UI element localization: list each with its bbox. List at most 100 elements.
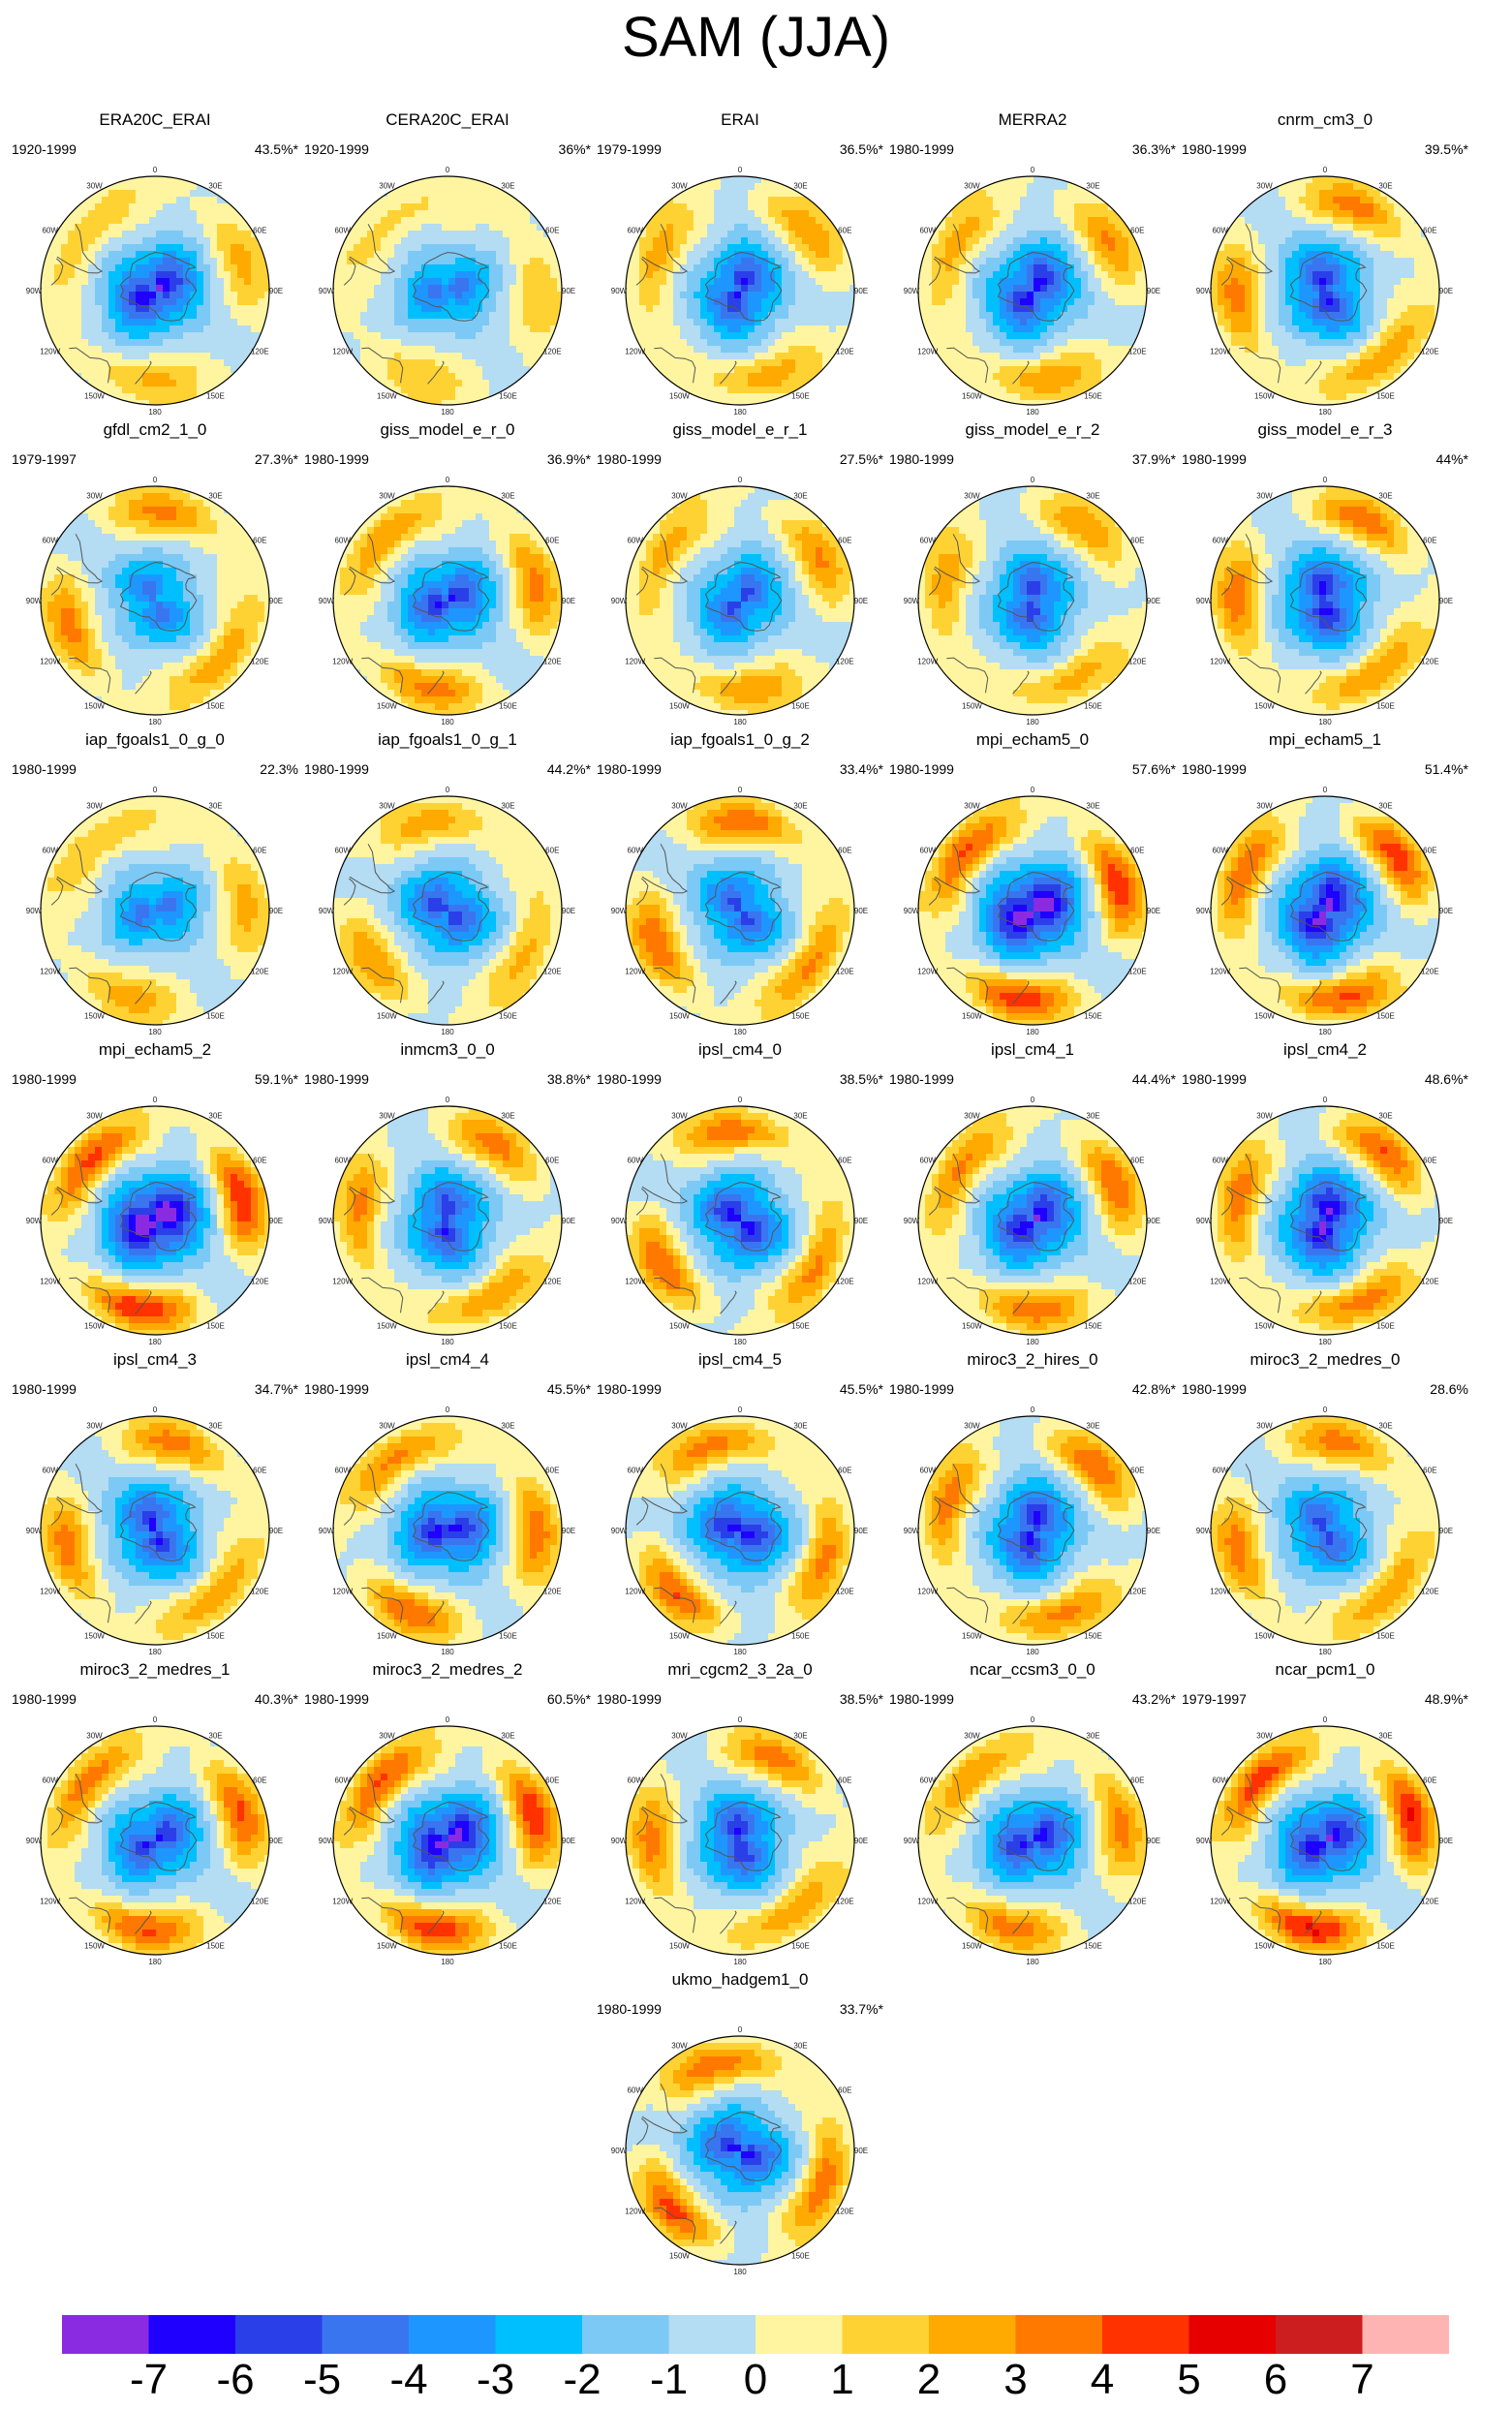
colorbar-tick-label: -2 bbox=[543, 2356, 621, 2404]
longitude-label: 150E bbox=[206, 1321, 225, 1330]
longitude-label: 120E bbox=[836, 2208, 854, 2216]
panel-variance: 43.5%* bbox=[255, 141, 298, 157]
panel-title: miroc3_2_medres_0 bbox=[1180, 1350, 1470, 1370]
longitude-label: 0 bbox=[1323, 1406, 1328, 1414]
colorbar-swatch bbox=[668, 2315, 756, 2354]
longitude-label: 180 bbox=[1026, 1338, 1039, 1346]
longitude-label: 150W bbox=[377, 1941, 397, 1950]
longitude-label: 60E bbox=[1423, 227, 1436, 235]
longitude-label: 180 bbox=[733, 1958, 747, 1966]
longitude-label: 0 bbox=[738, 1096, 743, 1104]
longitude-label: 90W bbox=[611, 2147, 628, 2155]
longitude-label: 60W bbox=[1212, 847, 1228, 855]
map-panel: giss_model_e_r_0 1980-1999 36.9%* 0 30E 60E 90… bbox=[302, 417, 593, 726]
panel-years: 1980-1999 bbox=[1182, 141, 1247, 157]
panel-variance: 38.5%* bbox=[840, 1691, 883, 1707]
longitude-label: 150W bbox=[84, 391, 105, 400]
panel-variance: 36%* bbox=[559, 141, 591, 157]
longitude-label: 60E bbox=[253, 1467, 266, 1475]
longitude-label: 60W bbox=[334, 1777, 351, 1785]
panel-years: 1979-1997 bbox=[1182, 1691, 1247, 1707]
panel-years: 1980-1999 bbox=[597, 451, 662, 467]
coastlines bbox=[1220, 224, 1368, 385]
longitude-label: 150W bbox=[84, 1321, 105, 1330]
longitude-label: 0 bbox=[153, 1406, 158, 1414]
field-contours bbox=[626, 1106, 854, 1335]
longitude-label: 150W bbox=[377, 1321, 397, 1330]
longitude-label: 150W bbox=[962, 1011, 982, 1020]
panel-variance: 44.4%* bbox=[1132, 1071, 1176, 1087]
longitude-label: 60W bbox=[919, 1777, 936, 1785]
longitude-label: 0 bbox=[738, 1406, 743, 1414]
map-panel: iap_fgoals1_0_g_1 1980-1999 44.2%* 0 30E 60E 9… bbox=[302, 726, 593, 1036]
polar-map: 0 30E 60E 90E 120E 150E 180 150W 120W 90W 60W 30W bbox=[26, 166, 283, 417]
longitude-label: 90W bbox=[611, 287, 628, 295]
longitude-label: 120E bbox=[1421, 1278, 1439, 1286]
panel-title: mpi_echam5_0 bbox=[887, 730, 1178, 750]
longitude-label: 120E bbox=[1128, 658, 1147, 666]
panel-years: 1980-1999 bbox=[889, 1071, 954, 1087]
longitude-label: 60E bbox=[545, 847, 559, 855]
map-panel: ipsl_cm4_4 1980-1999 45.5%* 0 30E 60E 90E 120E 1… bbox=[302, 1346, 593, 1656]
longitude-label: 90E bbox=[854, 1527, 868, 1535]
longitude-label: 120W bbox=[332, 1278, 353, 1286]
field-contours bbox=[626, 1416, 854, 1645]
longitude-label: 180 bbox=[148, 408, 162, 417]
panel-title: ipsl_cm4_2 bbox=[1180, 1040, 1470, 1060]
longitude-label: 0 bbox=[446, 166, 450, 174]
longitude-label: 120E bbox=[1421, 1898, 1439, 1906]
longitude-label: 90W bbox=[26, 1837, 43, 1845]
colorbar-swatch bbox=[409, 2315, 496, 2354]
longitude-label: 30W bbox=[379, 182, 395, 191]
longitude-label: 120E bbox=[251, 348, 269, 356]
panel-title: mpi_echam5_1 bbox=[1180, 730, 1470, 750]
longitude-label: 30E bbox=[1378, 182, 1392, 191]
longitude-label: 60W bbox=[627, 227, 643, 235]
longitude-label: 0 bbox=[1323, 786, 1328, 794]
colorbar-swatch bbox=[1102, 2315, 1189, 2354]
longitude-label: 120W bbox=[625, 2208, 645, 2216]
field-contours bbox=[41, 1726, 269, 1955]
panel-title: giss_model_e_r_0 bbox=[302, 420, 593, 440]
longitude-label: 90E bbox=[562, 597, 575, 605]
longitude-label: 150E bbox=[1376, 1321, 1395, 1330]
colorbar-swatch bbox=[322, 2315, 410, 2354]
panel-variance: 33.4%* bbox=[840, 761, 883, 777]
longitude-label: 30E bbox=[501, 182, 514, 191]
polar-map: 0 30E 60E 90E 120E 150E 180 150W 120W 90W 60W 30W bbox=[319, 1715, 575, 1966]
longitude-label: 30E bbox=[1378, 802, 1392, 811]
longitude-label: 30W bbox=[86, 1732, 103, 1741]
longitude-label: 0 bbox=[1031, 1406, 1035, 1414]
longitude-label: 30E bbox=[1378, 1422, 1392, 1431]
panel-variance: 28.6% bbox=[1430, 1381, 1468, 1397]
longitude-label: 60E bbox=[838, 227, 851, 235]
longitude-label: 90E bbox=[1147, 1837, 1160, 1845]
longitude-label: 60E bbox=[545, 227, 559, 235]
longitude-label: 120E bbox=[836, 348, 854, 356]
map-boundary bbox=[40, 485, 270, 716]
longitude-label: 30E bbox=[1378, 492, 1392, 501]
longitude-label: 0 bbox=[1031, 786, 1035, 794]
longitude-label: 90W bbox=[319, 287, 335, 295]
longitude-label: 180 bbox=[1318, 1648, 1332, 1656]
panel-title: gfdl_cm2_1_0 bbox=[10, 420, 300, 440]
colorbar-tick-label: 3 bbox=[977, 2356, 1055, 2404]
longitude-label: 90W bbox=[611, 1217, 628, 1225]
coastlines bbox=[928, 1774, 1075, 1934]
longitude-label: 120W bbox=[40, 1588, 60, 1596]
longitude-label: 0 bbox=[446, 476, 450, 484]
longitude-label: 120W bbox=[40, 658, 60, 666]
coastlines bbox=[343, 534, 490, 695]
longitude-label: 120W bbox=[332, 348, 353, 356]
longitude-label: 150W bbox=[1254, 1941, 1275, 1950]
longitude-label: 60W bbox=[1212, 1777, 1228, 1785]
polar-map: 0 30E 60E 90E 120E 150E 180 150W 120W 90W 60W 30W bbox=[1196, 166, 1453, 417]
field-contours bbox=[626, 486, 854, 715]
longitude-label: 0 bbox=[153, 166, 158, 174]
polar-map: 0 30E 60E 90E 120E 150E 180 150W 120W 90W 60W 30W bbox=[611, 2025, 868, 2276]
panel-variance: 22.3% bbox=[260, 761, 298, 777]
panel-years: 1980-1999 bbox=[304, 1381, 369, 1397]
longitude-label: 90E bbox=[562, 1217, 575, 1225]
longitude-label: 120W bbox=[40, 968, 60, 976]
polar-map: 0 30E 60E 90E 120E 150E 180 150W 120W 90W 60W 30W bbox=[1196, 786, 1453, 1036]
